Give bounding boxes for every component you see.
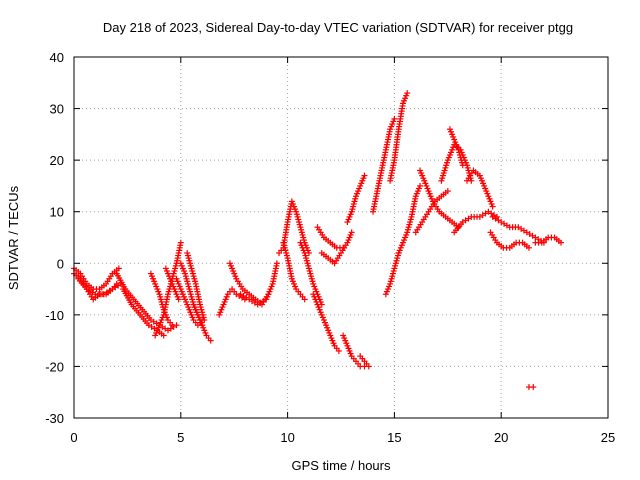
- series-trace-36: [487, 229, 532, 251]
- series-trace-15: [237, 260, 280, 308]
- series-trace-09: [173, 275, 206, 329]
- series-trace-05: [120, 286, 167, 339]
- series-trace-20: [318, 229, 355, 267]
- series-trace-16: [276, 198, 312, 256]
- plot-frame: [73, 56, 609, 419]
- data-point: [177, 239, 184, 246]
- series-trace-28: [395, 182, 424, 256]
- data-point: [558, 239, 565, 246]
- y-tick-label: 30: [50, 102, 64, 117]
- data-point: [455, 224, 462, 231]
- y-tick-label: -20: [45, 359, 64, 374]
- data-point: [301, 296, 308, 303]
- series-trace-34: [464, 167, 496, 210]
- data-point: [348, 229, 355, 236]
- data-point: [404, 90, 411, 97]
- series-trace-12: [190, 301, 214, 344]
- series-trace-08: [162, 265, 182, 303]
- x-tick-label: 15: [387, 430, 401, 445]
- x-tick-label: 20: [494, 430, 508, 445]
- series-trace-13: [216, 286, 248, 318]
- series-trace-35: [489, 213, 547, 246]
- data-point: [417, 182, 424, 189]
- series-trace-26: [382, 249, 402, 298]
- chart-title: Day 218 of 2023, Sidereal Day-to-day VTE…: [103, 20, 573, 35]
- data-point: [459, 162, 466, 169]
- y-axis-label: SDTVAR / TECUs: [6, 185, 21, 290]
- x-tick-label: 5: [177, 430, 184, 445]
- data-point: [361, 172, 368, 179]
- series-trace-21: [314, 224, 347, 251]
- series-trace-18: [297, 239, 325, 308]
- series-trace-30: [417, 167, 462, 231]
- series-trace-37: [532, 234, 565, 246]
- series-trace-03: [75, 275, 124, 298]
- data-point: [340, 244, 347, 251]
- series-trace-24: [357, 353, 372, 370]
- data-points: [71, 90, 565, 391]
- gridlines: [74, 57, 608, 418]
- data-point: [444, 188, 451, 195]
- data-point: [169, 322, 176, 329]
- series-trace-38: [525, 384, 537, 391]
- data-point: [335, 347, 342, 354]
- x-axis-label: GPS time / hours: [292, 458, 391, 473]
- data-point: [489, 203, 496, 210]
- series-trace-17: [280, 239, 308, 303]
- series-trace-19: [310, 291, 342, 354]
- y-tick-label: -10: [45, 308, 64, 323]
- series-trace-27: [387, 90, 411, 184]
- series-trace-25: [370, 115, 398, 215]
- series-trace-11: [184, 249, 208, 324]
- y-tick-label: 20: [50, 153, 64, 168]
- data-point: [115, 265, 122, 272]
- x-tick-label: 10: [280, 430, 294, 445]
- series-trace-23: [344, 172, 368, 226]
- data-point: [391, 115, 398, 122]
- series-trace-32: [446, 126, 466, 169]
- data-point: [273, 260, 280, 267]
- data-point: [365, 363, 372, 370]
- data-point: [525, 244, 532, 251]
- axis-ticks: 0 5 10 15 20 25 -30 -20 -10 0 10 20 30 40: [45, 50, 615, 445]
- data-point: [530, 384, 537, 391]
- series-trace-33: [451, 208, 500, 236]
- y-tick-label: -30: [45, 411, 64, 426]
- data-point: [207, 337, 214, 344]
- y-tick-label: 40: [50, 50, 64, 65]
- x-tick-label: 25: [601, 430, 615, 445]
- y-tick-label: 10: [50, 205, 64, 220]
- series-trace-22: [340, 332, 368, 370]
- data-point: [160, 332, 167, 339]
- x-tick-label: 0: [70, 430, 77, 445]
- data-point: [175, 296, 182, 303]
- y-tick-label: 0: [57, 256, 64, 271]
